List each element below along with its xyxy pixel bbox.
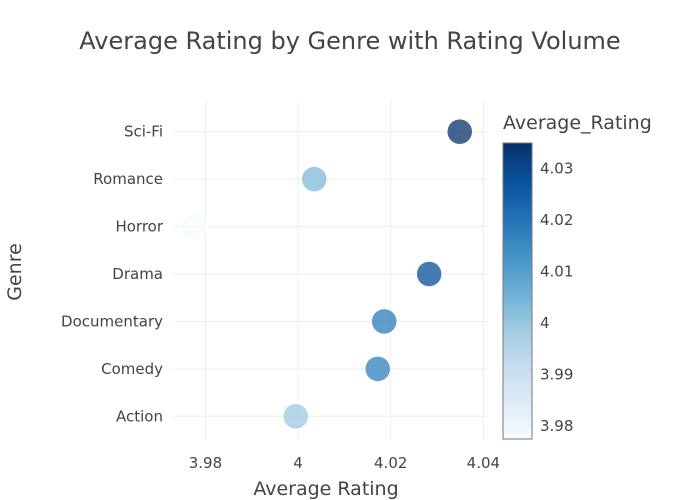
x-tick-label: 4.04 bbox=[467, 454, 500, 472]
data-point bbox=[283, 403, 309, 430]
y-tick-label: Horror bbox=[115, 218, 163, 236]
colorbar-tick-label: 4 bbox=[540, 314, 550, 332]
data-point bbox=[416, 261, 442, 287]
y-tick-label: Comedy bbox=[101, 360, 163, 378]
colorbar-tick-label: 4.03 bbox=[540, 159, 573, 177]
data-point bbox=[181, 213, 207, 240]
colorbar-tick-label: 3.98 bbox=[540, 417, 573, 435]
x-tick-label: 3.98 bbox=[189, 454, 222, 472]
colorbar-title: Average_Rating bbox=[503, 112, 652, 134]
colorbar-tick-label: 3.99 bbox=[540, 366, 573, 384]
x-tick-labels: 3.98 4 4.02 4.04 bbox=[189, 454, 500, 472]
y-tick-labels: Action Comedy Documentary Drama Horror Romanc… bbox=[61, 123, 164, 426]
y-tick-label: Action bbox=[116, 407, 163, 425]
colorbar-tick-label: 4.01 bbox=[540, 262, 573, 280]
grid bbox=[173, 100, 488, 440]
x-tick-label: 4.02 bbox=[374, 454, 407, 472]
data-points bbox=[181, 118, 473, 430]
colorbar: Average_Rating 3.98 3.99 4 4.01 4.02 4.03 bbox=[502, 112, 652, 440]
colorbar-gradient bbox=[502, 142, 533, 440]
data-point bbox=[371, 308, 397, 335]
colorbar-tick-label: 4.02 bbox=[540, 211, 573, 229]
data-point bbox=[446, 118, 473, 145]
data-point bbox=[365, 356, 391, 382]
chart-title: Average Rating by Genre with Rating Volu… bbox=[79, 27, 620, 55]
y-tick-label: Sci-Fi bbox=[124, 123, 163, 141]
y-tick-label: Documentary bbox=[61, 312, 163, 330]
y-tick-label: Romance bbox=[93, 170, 163, 188]
y-tick-label: Drama bbox=[112, 265, 163, 283]
colorbar-ticks: 3.98 3.99 4 4.01 4.02 4.03 bbox=[540, 159, 573, 435]
y-axis-title: Genre bbox=[4, 243, 26, 301]
data-point bbox=[301, 166, 328, 192]
x-axis-title: Average Rating bbox=[253, 478, 398, 500]
x-tick-label: 4 bbox=[293, 454, 303, 472]
